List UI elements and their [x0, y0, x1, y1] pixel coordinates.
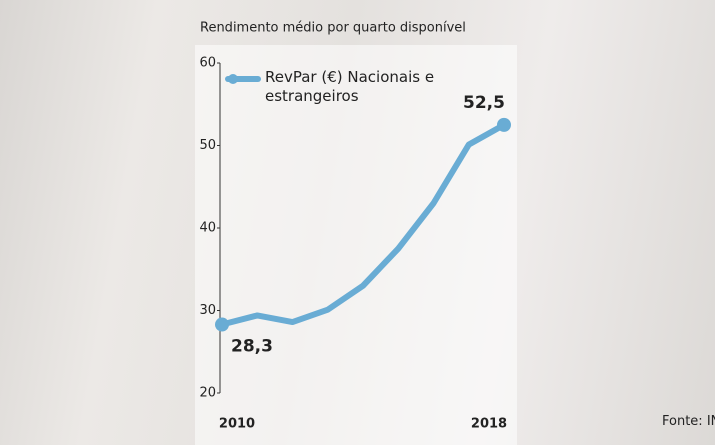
y-tick-label: 20	[199, 386, 216, 401]
y-tick-label: 40	[199, 221, 216, 236]
point	[215, 317, 229, 332]
x-tick-label: 2010	[219, 417, 255, 432]
source: Fonte: INE	[662, 414, 715, 429]
chart-title: Rendimento médio por quarto disponível	[200, 21, 466, 36]
y-tick-label: 50	[199, 138, 216, 153]
series-line	[221, 122, 506, 328]
x-tick-label: 2018	[471, 417, 507, 432]
data-label: 52,5	[463, 93, 505, 113]
y-tick-label: 30	[199, 303, 216, 318]
data-label: 28,3	[231, 337, 273, 357]
panel	[195, 45, 517, 445]
legend-label: RevPar (€) Nacionais e estrangeiros	[265, 68, 435, 105]
point	[497, 117, 511, 132]
y-tick-label: 60	[199, 56, 216, 71]
legend-marker	[228, 74, 238, 84]
